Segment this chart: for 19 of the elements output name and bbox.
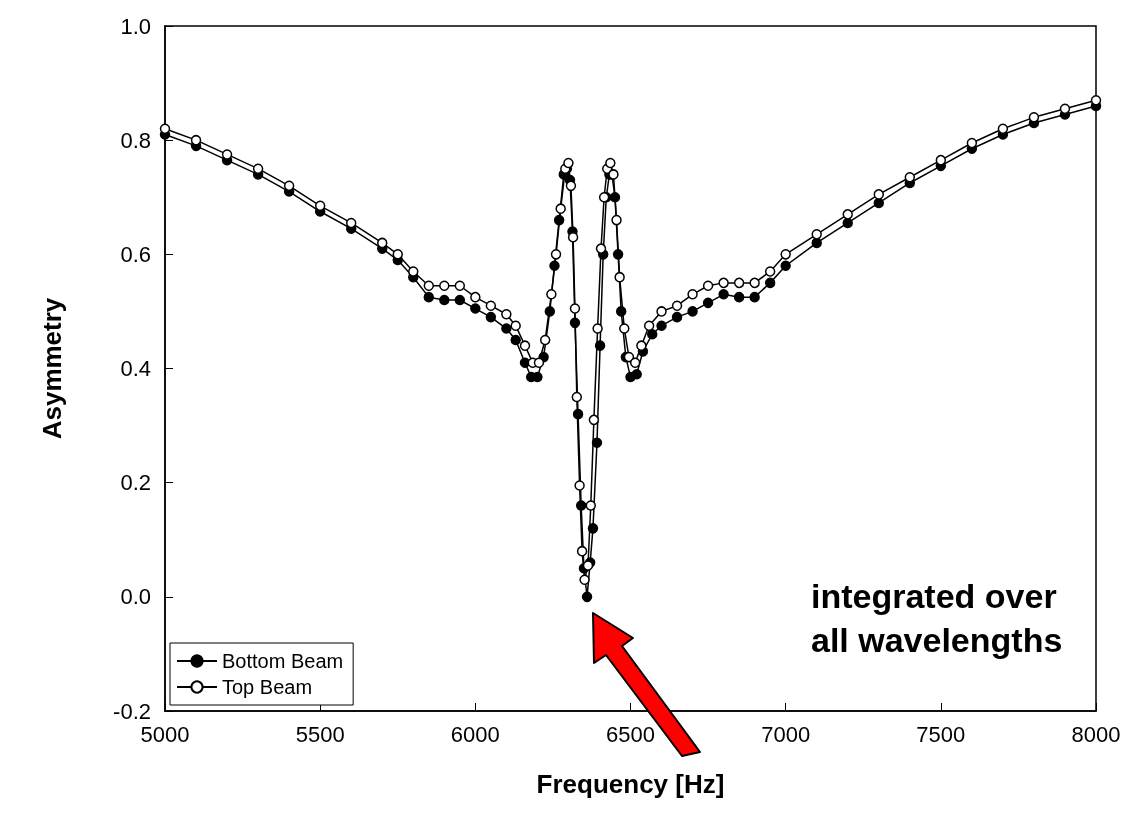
x-tick-label: 6000	[450, 721, 500, 747]
x-tick-label: 8000	[1071, 721, 1121, 747]
annotation: integrated over all wavelengths	[811, 577, 1067, 659]
y-tick-label: 0.0	[120, 584, 151, 610]
y-tick-label: 0.4	[120, 356, 151, 381]
x-axis-title: Frequency [Hz]	[536, 769, 725, 799]
y-tick-label: -0.2	[113, 698, 151, 724]
x-tick-label: 7500	[916, 721, 966, 747]
y-axis-title: Asymmetry	[37, 297, 67, 440]
x-tick-label: 5500	[295, 721, 345, 747]
x-tick-label: 6500	[606, 721, 655, 747]
y-tick-label: 0.8	[120, 127, 151, 153]
legend-label: Top Beam	[222, 676, 313, 698]
y-tick-label: 0.2	[120, 470, 151, 496]
x-tick-label: 5000	[140, 721, 190, 747]
y-tick-label: 1.0	[120, 13, 151, 39]
x-tick-label: 7000	[761, 721, 811, 747]
y-tick-label: 0.6	[120, 241, 151, 267]
legend-label: Bottom Beam	[222, 650, 344, 672]
